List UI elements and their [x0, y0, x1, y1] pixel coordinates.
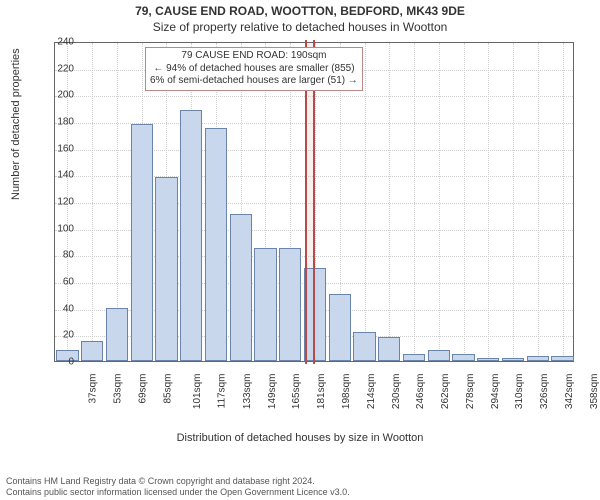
- footer-line: Contains public sector information licen…: [6, 487, 594, 498]
- ytick-label: 180: [44, 117, 74, 128]
- xtick-label: 37sqm: [88, 374, 99, 404]
- page-title: 79, CAUSE END ROAD, WOOTTON, BEDFORD, MK…: [0, 4, 600, 18]
- xtick-label: 101sqm: [193, 374, 204, 410]
- plot-area: 79 CAUSE END ROAD: 190sqm ← 94% of detac…: [54, 42, 574, 362]
- ytick-label: 100: [44, 223, 74, 234]
- ytick-label: 240: [44, 37, 74, 48]
- xtick-label: 117sqm: [217, 374, 228, 409]
- xtick-label: 326sqm: [539, 374, 550, 410]
- x-axis-label: Distribution of detached houses by size …: [0, 432, 600, 444]
- histogram-bar: [428, 350, 450, 361]
- gridline-v: [365, 43, 366, 361]
- xtick-label: 53sqm: [113, 374, 124, 404]
- histogram-bar: [527, 356, 549, 361]
- xtick-label: 133sqm: [242, 374, 253, 410]
- ytick-label: 80: [44, 250, 74, 261]
- xtick-label: 246sqm: [415, 374, 426, 410]
- gridline-v: [538, 43, 539, 361]
- gridline-v: [389, 43, 390, 361]
- histogram-bar: [353, 332, 375, 361]
- xtick-label: 69sqm: [137, 374, 148, 404]
- ytick-label: 60: [44, 277, 74, 288]
- y-axis-label: Number of detached properties: [10, 48, 22, 200]
- xtick-label: 165sqm: [292, 374, 303, 410]
- xtick-label: 181sqm: [316, 374, 327, 410]
- histogram-bar: [304, 268, 326, 361]
- xtick-label: 214sqm: [366, 374, 377, 410]
- histogram-bar: [180, 110, 202, 361]
- ytick-label: 200: [44, 90, 74, 101]
- annotation-box: 79 CAUSE END ROAD: 190sqm ← 94% of detac…: [145, 47, 363, 91]
- annotation-line: 6% of semi-detached houses are larger (5…: [150, 75, 358, 88]
- histogram-bar: [329, 294, 351, 361]
- xtick-label: 230sqm: [391, 374, 402, 410]
- histogram-bar: [254, 248, 276, 361]
- ytick-label: 120: [44, 197, 74, 208]
- histogram-bar: [81, 341, 103, 361]
- gridline-v: [488, 43, 489, 361]
- annotation-line: ← 94% of detached houses are smaller (85…: [150, 63, 358, 76]
- xtick-label: 262sqm: [440, 374, 451, 410]
- histogram-bar: [452, 354, 474, 361]
- gridline-v: [464, 43, 465, 361]
- histogram-bar: [403, 354, 425, 361]
- xtick-label: 342sqm: [564, 374, 575, 410]
- ytick-label: 0: [44, 357, 74, 368]
- histogram-chart: 79 CAUSE END ROAD: 190sqm ← 94% of detac…: [54, 42, 574, 412]
- gridline-v: [563, 43, 564, 361]
- ytick-label: 20: [44, 330, 74, 341]
- ytick-label: 160: [44, 143, 74, 154]
- xtick-label: 358sqm: [589, 374, 600, 410]
- gridline-v: [513, 43, 514, 361]
- histogram-bar: [205, 128, 227, 361]
- footer-line: Contains HM Land Registry data © Crown c…: [6, 476, 594, 487]
- gridline-v: [414, 43, 415, 361]
- xtick-label: 149sqm: [267, 374, 278, 410]
- ytick-label: 140: [44, 170, 74, 181]
- ytick-label: 220: [44, 63, 74, 74]
- histogram-bar: [230, 214, 252, 361]
- histogram-bar: [155, 177, 177, 361]
- gridline-v: [439, 43, 440, 361]
- annotation-line: 79 CAUSE END ROAD: 190sqm: [150, 50, 358, 63]
- xtick-label: 85sqm: [162, 374, 173, 404]
- histogram-bar: [477, 358, 499, 361]
- histogram-bar: [551, 356, 573, 361]
- gridline-v: [92, 43, 93, 361]
- histogram-bar: [106, 308, 128, 361]
- footer-attribution: Contains HM Land Registry data © Crown c…: [6, 476, 594, 498]
- xtick-label: 310sqm: [514, 374, 525, 410]
- xtick-label: 294sqm: [490, 374, 501, 410]
- xtick-label: 198sqm: [341, 374, 352, 410]
- histogram-bar: [502, 358, 524, 361]
- page-subtitle: Size of property relative to detached ho…: [0, 20, 600, 34]
- histogram-bar: [378, 337, 400, 361]
- ytick-label: 40: [44, 303, 74, 314]
- histogram-bar: [131, 124, 153, 361]
- xtick-label: 278sqm: [465, 374, 476, 410]
- histogram-bar: [279, 248, 301, 361]
